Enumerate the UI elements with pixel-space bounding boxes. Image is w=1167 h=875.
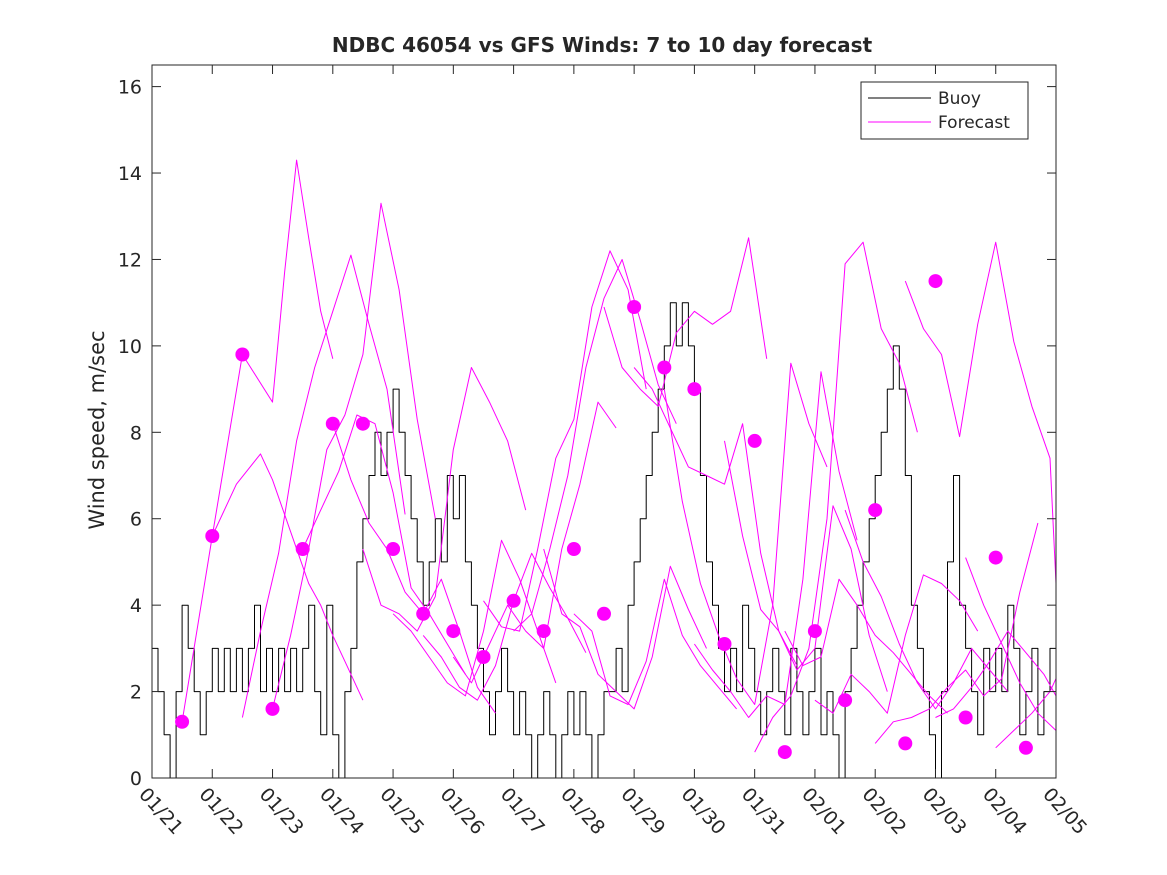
x-tick-label-7: 01/28 bbox=[556, 784, 609, 839]
y-tick-label-8: 16 bbox=[118, 77, 142, 99]
y-tick-label-7: 14 bbox=[118, 163, 142, 185]
forecast-series-line-4 bbox=[272, 202, 436, 710]
forecast-marker-9 bbox=[446, 624, 461, 639]
x-tick-label-5: 01/26 bbox=[436, 784, 489, 839]
legend-box bbox=[860, 81, 1029, 140]
y-axis-ticks: 0 2 4 6 8 10 12 14 16 bbox=[118, 77, 1056, 790]
forecast-marker-21 bbox=[807, 624, 822, 639]
plot-area bbox=[151, 64, 1057, 779]
forecast-series-line-20 bbox=[754, 241, 918, 753]
forecast-marker-0 bbox=[175, 714, 190, 729]
plot-background bbox=[152, 65, 1056, 778]
y-tick-label-5: 10 bbox=[118, 336, 142, 358]
x-tick-label-11: 02/01 bbox=[797, 784, 850, 839]
buoy-series-line bbox=[152, 302, 1057, 779]
x-tick-label-9: 01/30 bbox=[677, 784, 730, 839]
forecast-marker-8 bbox=[416, 606, 431, 621]
forecast-series-line-25 bbox=[904, 241, 1057, 584]
y-tick-label-0: 0 bbox=[130, 768, 142, 790]
forecast-marker-14 bbox=[597, 606, 611, 621]
forecast-marker-1 bbox=[205, 529, 220, 543]
forecast-marker-20 bbox=[777, 745, 792, 760]
x-tick-label-2: 01/23 bbox=[255, 784, 308, 839]
forecast-marker-15 bbox=[627, 300, 642, 314]
forecast-marker-17 bbox=[687, 382, 702, 397]
forecast-marker-10 bbox=[476, 650, 491, 664]
chart-title: NDBC 46054 vs GFS Winds: 7 to 10 day for… bbox=[332, 33, 873, 57]
forecast-marker-25 bbox=[928, 274, 943, 289]
x-tick-label-15: 02/05 bbox=[1038, 784, 1091, 839]
forecast-series-line-15 bbox=[603, 237, 768, 407]
forecast-marker-27 bbox=[988, 550, 1003, 565]
plot-frame bbox=[151, 64, 1057, 779]
x-tick-label-13: 02/03 bbox=[918, 784, 971, 839]
forecast-series-line-19 bbox=[724, 440, 888, 692]
forecast-series-line-12 bbox=[513, 259, 677, 632]
forecast-marker-7 bbox=[386, 542, 401, 556]
forecast-marker-22 bbox=[838, 693, 853, 708]
forecast-marker-6 bbox=[355, 416, 370, 431]
forecast-marker-2 bbox=[235, 347, 250, 362]
forecast-marker-28 bbox=[1018, 740, 1033, 755]
legend-label-buoy: Buoy bbox=[938, 89, 981, 109]
forecast-marker-12 bbox=[536, 624, 551, 639]
y-tick-label-3: 6 bbox=[130, 509, 142, 531]
forecast-series-line-16 bbox=[633, 367, 798, 666]
forecast-marker-5 bbox=[325, 416, 340, 431]
forecast-series-line-10 bbox=[452, 401, 617, 684]
y-tick-label-2: 4 bbox=[130, 595, 142, 617]
forecast-marker-3 bbox=[265, 701, 280, 716]
x-tick-label-8: 01/29 bbox=[616, 784, 669, 839]
y-tick-label-1: 2 bbox=[130, 682, 142, 704]
x-tick-label-3: 01/24 bbox=[315, 784, 368, 839]
forecast-series-line-13 bbox=[543, 548, 707, 710]
forecast-series-line-7 bbox=[362, 367, 527, 632]
forecast-marker-16 bbox=[657, 360, 672, 375]
forecast-series-line-5 bbox=[302, 414, 466, 675]
forecast-series-line-11 bbox=[483, 250, 647, 632]
x-tick-label-1: 01/22 bbox=[195, 784, 248, 839]
forecast-series-line-2 bbox=[211, 453, 364, 701]
forecast-series-line-17 bbox=[663, 362, 828, 705]
forecast-marker-11 bbox=[506, 593, 521, 608]
x-tick-label-10: 01/31 bbox=[737, 784, 790, 839]
forecast-series-line-21 bbox=[784, 578, 948, 714]
forecast-series-line-1 bbox=[181, 159, 334, 722]
forecast-series-line-26 bbox=[935, 630, 1057, 718]
x-tick-label-0: 01/21 bbox=[134, 784, 187, 839]
forecast-marker-18 bbox=[717, 637, 732, 651]
forecast-series-line-18 bbox=[693, 371, 858, 718]
forecast-marker-24 bbox=[898, 736, 913, 751]
forecast-series-line-3 bbox=[241, 254, 406, 718]
forecast-marker-26 bbox=[958, 710, 973, 725]
y-tick-label-4: 8 bbox=[130, 422, 142, 444]
x-tick-label-4: 01/25 bbox=[375, 784, 428, 839]
forecast-series-line-6 bbox=[332, 423, 496, 714]
forecast-series-line-8 bbox=[392, 539, 557, 697]
forecast-series-line-27 bbox=[965, 557, 1057, 731]
forecast-marker-19 bbox=[747, 433, 762, 448]
forecast-marker-4 bbox=[295, 542, 310, 556]
x-tick-label-14: 02/04 bbox=[978, 784, 1031, 839]
x-tick-label-12: 02/02 bbox=[857, 784, 910, 839]
forecast-series-line-28 bbox=[995, 678, 1057, 749]
legend-label-forecast: Forecast bbox=[938, 113, 1010, 133]
y-axis-label: Wind speed, m/sec bbox=[85, 330, 109, 529]
forecast-series-line-23 bbox=[844, 509, 1009, 710]
forecast-series-line-22 bbox=[814, 574, 979, 714]
x-tick-label-6: 01/27 bbox=[496, 784, 549, 839]
legend: Buoy Forecast bbox=[860, 81, 1029, 140]
forecast-marker-23 bbox=[868, 503, 883, 518]
forecast-marker-13 bbox=[566, 542, 581, 556]
forecast-series-line-14 bbox=[573, 578, 737, 710]
y-tick-label-6: 12 bbox=[118, 249, 142, 271]
